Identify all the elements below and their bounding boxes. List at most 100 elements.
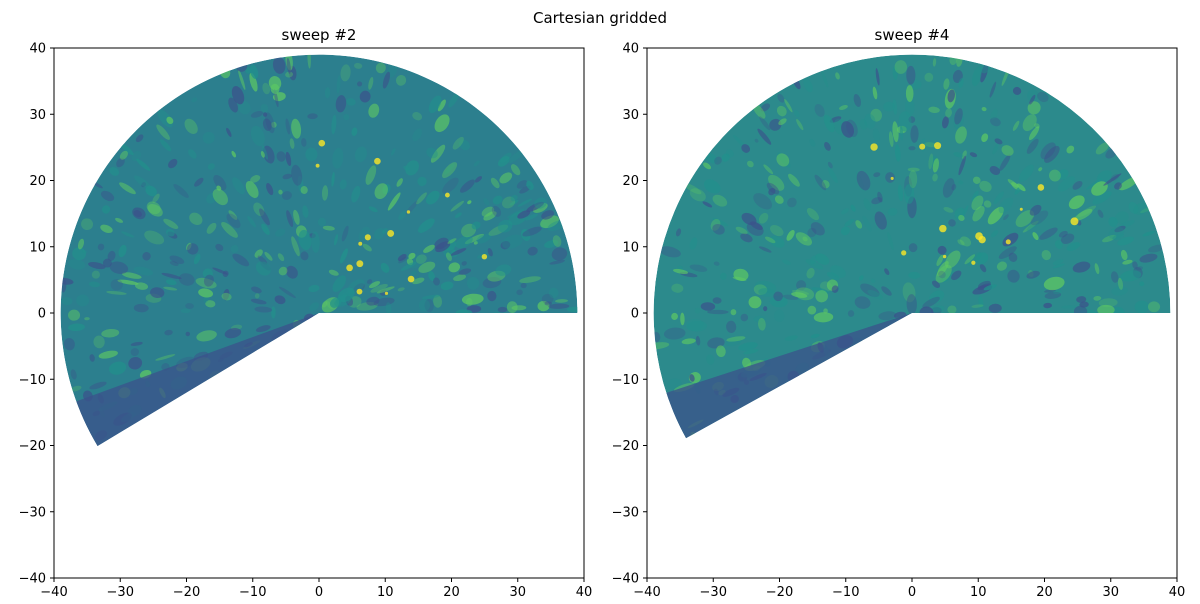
strong-echo xyxy=(407,275,415,283)
figure-suptitle: Cartesian gridded xyxy=(532,9,668,27)
echo-blob xyxy=(202,131,215,144)
echo-blob xyxy=(777,93,785,103)
echo-blob xyxy=(1029,126,1040,141)
echo-blob xyxy=(1120,270,1142,282)
echo-blob xyxy=(743,349,759,355)
echo-blob xyxy=(712,224,725,235)
echo-blob xyxy=(128,357,143,370)
echo-blob xyxy=(1044,145,1060,163)
low-reflectivity-wedge xyxy=(76,313,319,447)
echo-blob xyxy=(862,215,872,232)
echo-blob xyxy=(908,170,918,189)
echo-blob xyxy=(853,93,862,107)
echo-blob xyxy=(998,246,1017,259)
echo-blob xyxy=(671,283,684,293)
echo-blob xyxy=(768,174,785,191)
echo-blob xyxy=(522,226,542,237)
echo-blob xyxy=(340,64,351,82)
echo-blob xyxy=(1074,208,1093,221)
echo-blob xyxy=(714,156,722,165)
echo-blob xyxy=(68,309,81,321)
echo-blob xyxy=(184,118,198,135)
x-tick-label: 20 xyxy=(1036,585,1053,600)
echo-blob xyxy=(206,222,217,234)
echo-blob xyxy=(435,241,451,253)
echo-blob xyxy=(397,254,407,262)
echo-blob xyxy=(951,183,957,191)
echo-blob xyxy=(1139,281,1145,287)
echo-blob xyxy=(91,270,100,279)
echo-blob xyxy=(164,329,173,336)
echo-blob xyxy=(735,226,748,235)
echo-blob xyxy=(251,286,262,294)
radar-sector-fill xyxy=(653,54,1171,439)
echo-blob xyxy=(1026,219,1042,231)
echo-blob xyxy=(1001,145,1014,156)
echo-blob xyxy=(450,200,465,212)
echo-blob xyxy=(490,177,500,189)
echo-blob xyxy=(887,232,894,250)
echo-blob xyxy=(226,127,232,137)
echo-blob xyxy=(753,284,768,295)
strong-echo xyxy=(934,142,942,150)
echo-blob xyxy=(1072,180,1083,190)
echo-blob xyxy=(788,173,800,187)
echo-blob xyxy=(102,258,112,268)
echo-blob xyxy=(1073,305,1088,318)
echo-blob xyxy=(1122,259,1133,265)
echo-blob xyxy=(689,237,698,250)
echo-blob xyxy=(305,147,318,162)
echo-blob xyxy=(321,185,329,201)
echo-blob xyxy=(224,328,242,339)
echo-blob xyxy=(134,175,152,189)
echo-blob xyxy=(165,228,175,237)
echo-blob xyxy=(400,261,417,271)
echo-blob xyxy=(134,282,149,290)
echo-blob xyxy=(999,154,1011,171)
echo-blob xyxy=(417,176,427,187)
echo-blob xyxy=(250,175,261,183)
echo-blob xyxy=(231,150,237,158)
echo-blob xyxy=(249,64,259,79)
echo-blob xyxy=(482,276,502,289)
strong-echo xyxy=(364,234,371,241)
echo-blob xyxy=(502,234,523,249)
x-tick-label: −30 xyxy=(700,585,727,600)
echo-blob xyxy=(428,95,442,114)
echo-blob xyxy=(680,312,685,326)
echo-blob xyxy=(534,197,547,209)
echo-blob xyxy=(382,71,391,89)
echo-blob xyxy=(908,146,916,151)
echo-blob xyxy=(733,268,749,281)
echo-blob xyxy=(354,146,367,163)
echo-blob xyxy=(1039,227,1058,240)
echo-blob xyxy=(145,185,157,197)
echo-blob xyxy=(675,228,682,237)
axes-title: sweep #4 xyxy=(875,26,950,44)
echo-blob xyxy=(332,275,347,292)
echo-blob xyxy=(953,113,964,130)
echo-blob xyxy=(778,118,787,126)
y-tick-label: −10 xyxy=(19,373,46,388)
echo-blob xyxy=(555,299,568,303)
echo-blob xyxy=(1117,236,1134,246)
echo-blob xyxy=(509,199,519,206)
echo-blob xyxy=(186,243,199,255)
echo-blob xyxy=(317,217,327,227)
echo-blob xyxy=(506,301,518,313)
echo-blob xyxy=(971,66,982,87)
echo-blob xyxy=(354,62,363,69)
echo-blob xyxy=(266,183,274,196)
echo-blob xyxy=(77,238,85,250)
echo-blob xyxy=(100,190,115,202)
echo-blob xyxy=(677,265,684,270)
echo-blob xyxy=(1054,240,1063,249)
echo-blob xyxy=(520,282,527,289)
echo-blob xyxy=(110,279,123,291)
y-tick-label: −40 xyxy=(19,572,46,587)
echo-blob xyxy=(993,191,1004,205)
echo-blob xyxy=(285,118,291,135)
echo-blob xyxy=(791,292,808,298)
echo-blob xyxy=(130,348,140,356)
echo-blob xyxy=(311,231,320,253)
